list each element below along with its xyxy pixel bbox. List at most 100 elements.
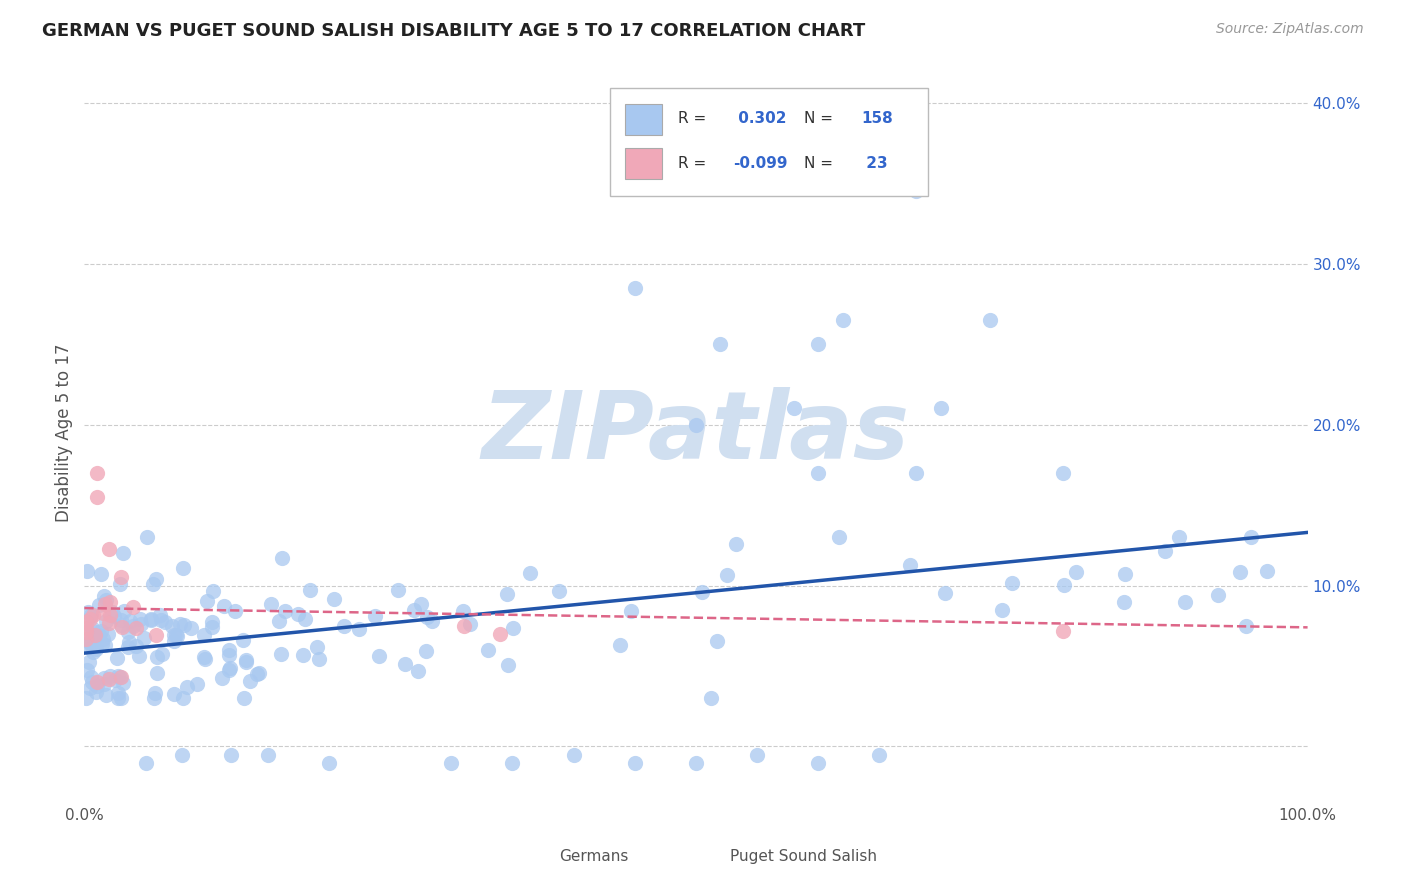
Point <box>519 566 541 580</box>
Point <box>294 612 316 626</box>
Point <box>308 652 330 666</box>
Point <box>247 666 270 681</box>
Point <box>869 747 891 762</box>
Point <box>84 642 107 657</box>
Point <box>98 669 121 683</box>
Point <box>125 639 148 653</box>
Point <box>120 614 142 628</box>
Point <box>86 675 108 690</box>
Point <box>82 608 104 623</box>
Point <box>685 756 707 770</box>
Point <box>111 620 134 634</box>
Y-axis label: Disability Age 5 to 17: Disability Age 5 to 17 <box>55 343 73 522</box>
Point <box>110 618 132 632</box>
Text: N =: N = <box>804 155 838 170</box>
Point <box>84 628 107 642</box>
Point <box>214 599 236 613</box>
Point <box>270 647 292 661</box>
Point <box>86 679 108 693</box>
Point <box>80 640 103 654</box>
Point <box>194 652 217 666</box>
Point <box>415 644 437 658</box>
Point <box>98 615 121 630</box>
Text: GERMAN VS PUGET SOUND SALISH DISABILITY AGE 5 TO 17 CORRELATION CHART: GERMAN VS PUGET SOUND SALISH DISABILITY … <box>42 22 866 40</box>
Point <box>477 642 499 657</box>
Point <box>93 638 115 652</box>
Point <box>186 677 208 691</box>
Point <box>172 747 194 762</box>
Point <box>246 667 269 681</box>
Bar <box>524 846 551 868</box>
Text: ZIPatlas: ZIPatlas <box>482 386 910 479</box>
Point <box>110 691 132 706</box>
Point <box>100 607 122 622</box>
Point <box>218 648 240 662</box>
Text: R =: R = <box>678 112 711 126</box>
Point <box>416 610 439 624</box>
Point <box>1206 588 1229 602</box>
Point <box>160 619 183 633</box>
Point <box>142 576 165 591</box>
Bar <box>626 103 662 135</box>
Point <box>173 618 195 632</box>
Point <box>406 664 429 678</box>
Point <box>828 530 851 544</box>
Point <box>118 635 141 649</box>
Point <box>299 582 322 597</box>
Point <box>1236 619 1258 633</box>
Point <box>905 466 928 480</box>
Point <box>86 466 108 480</box>
Point <box>322 592 344 607</box>
Point <box>409 597 432 611</box>
Point <box>97 541 120 556</box>
Point <box>111 675 134 690</box>
Point <box>202 583 225 598</box>
Point <box>135 530 157 544</box>
Point <box>86 490 108 504</box>
Point <box>498 657 520 672</box>
Point <box>1240 530 1263 544</box>
Point <box>1064 565 1087 579</box>
Point <box>80 669 103 683</box>
Point <box>201 615 224 630</box>
Point <box>709 337 731 351</box>
Point <box>195 594 218 608</box>
Point <box>86 685 108 699</box>
Point <box>807 466 830 480</box>
Point <box>624 756 647 770</box>
Point <box>82 621 104 635</box>
Point <box>93 589 115 603</box>
Point <box>76 564 98 578</box>
Point <box>333 619 356 633</box>
Point <box>274 604 297 618</box>
Point <box>142 691 165 706</box>
Point <box>1174 594 1197 608</box>
Point <box>91 632 114 646</box>
Point <box>420 614 443 628</box>
Point <box>692 584 714 599</box>
Point <box>831 313 853 327</box>
Point <box>1154 543 1177 558</box>
Point <box>149 613 172 627</box>
Point <box>145 666 167 681</box>
Point <box>291 648 314 662</box>
Point <box>117 624 139 639</box>
Point <box>101 605 124 619</box>
Point <box>94 597 117 611</box>
Point <box>624 281 647 295</box>
Point <box>143 686 166 700</box>
Point <box>1114 594 1136 608</box>
Point <box>105 650 128 665</box>
Point <box>172 560 194 574</box>
Point <box>239 673 262 688</box>
Point <box>548 583 571 598</box>
Point <box>93 677 115 691</box>
Point <box>76 605 98 619</box>
Point <box>83 628 105 642</box>
Point <box>107 691 129 706</box>
Point <box>108 670 131 684</box>
Text: Source: ZipAtlas.com: Source: ZipAtlas.com <box>1216 22 1364 37</box>
Point <box>496 586 519 600</box>
Point <box>898 558 921 572</box>
Point <box>260 597 283 611</box>
